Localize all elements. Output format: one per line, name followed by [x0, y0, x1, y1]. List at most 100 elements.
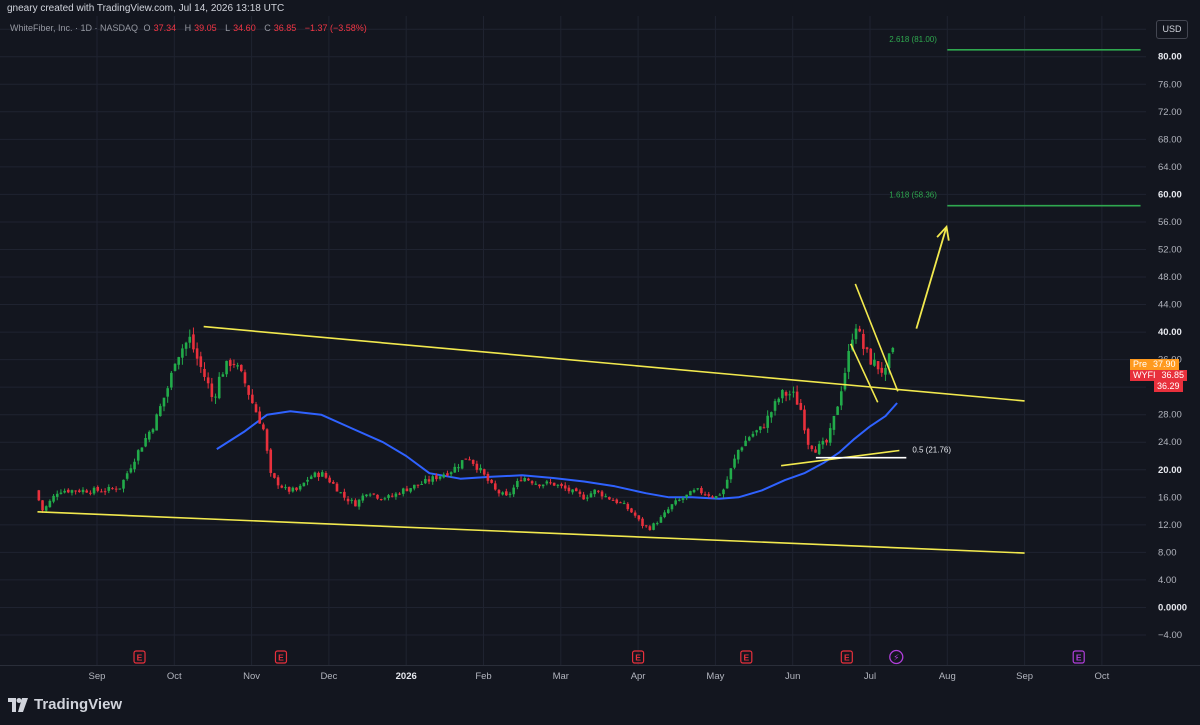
candle-body: [527, 478, 530, 481]
last-price-tag: WYFI 36.85: [1130, 370, 1188, 381]
y-tick-label: 72.00: [1158, 107, 1182, 118]
candle-body: [795, 391, 799, 405]
candle-body: [817, 444, 821, 455]
candle-body: [181, 348, 184, 358]
y-tick-label: 8.00: [1158, 547, 1177, 558]
candle-body: [350, 499, 354, 501]
candle-body: [560, 483, 563, 487]
candle-body: [96, 486, 100, 491]
tradingview-logo[interactable]: TradingView: [8, 696, 122, 713]
candle-body: [604, 496, 608, 498]
candle-body: [376, 494, 379, 499]
currency-button[interactable]: USD: [1156, 20, 1188, 39]
candle-body: [744, 440, 747, 447]
candle-body: [887, 353, 891, 369]
candle-body: [884, 367, 887, 375]
trendline-flag-lower: [849, 343, 879, 403]
y-tick-label: 24.00: [1158, 437, 1182, 448]
candle-body: [505, 491, 508, 496]
pre-value: 37.90: [1153, 359, 1176, 369]
candle-body: [493, 483, 497, 490]
candle-body: [59, 492, 63, 494]
candle-body: [210, 383, 214, 397]
candle-body: [427, 479, 431, 482]
candle-body: [759, 426, 762, 430]
candle-body: [479, 467, 482, 471]
event-label: ⚡: [893, 654, 899, 664]
candle-body: [578, 491, 582, 494]
tradingview-logo-icon: [8, 697, 28, 712]
candle-body: [784, 392, 788, 396]
candle-body: [295, 487, 298, 491]
candle-body: [416, 484, 420, 486]
candle-body: [681, 498, 685, 500]
candle-body: [788, 394, 792, 396]
candle-body: [685, 494, 688, 498]
candle-body: [600, 491, 604, 497]
candle-body: [637, 515, 641, 520]
x-tick-label: Jun: [785, 671, 800, 682]
candle-body: [519, 480, 523, 482]
candle-body: [52, 495, 55, 502]
candle-body: [843, 373, 847, 390]
x-tick-label: Jul: [864, 671, 876, 682]
candle-body: [471, 459, 475, 464]
tradingview-brand: TradingView: [34, 696, 123, 713]
event-label: E: [635, 653, 641, 663]
candle-body: [703, 494, 707, 496]
y-tick-label: 0.0000: [1158, 602, 1187, 613]
candle-body: [291, 487, 295, 492]
y-tick-label: 20.00: [1158, 465, 1182, 476]
candle-body: [339, 492, 342, 494]
candle-body: [670, 504, 674, 510]
y-tick-label: 80.00: [1158, 52, 1182, 63]
candles-layer: [37, 324, 895, 531]
x-tick-label: Oct: [1095, 671, 1110, 682]
candle-body: [155, 414, 158, 431]
x-tick-label: Sep: [1016, 671, 1033, 682]
candle-body: [736, 449, 740, 460]
candle-body: [722, 489, 725, 495]
candle-body: [692, 489, 696, 493]
trendline-flag-upper: [854, 283, 899, 392]
event-label: E: [844, 653, 850, 663]
candle-body: [81, 489, 85, 493]
candle-body: [538, 484, 541, 487]
high-value: 39.05: [194, 23, 217, 33]
y-tick-label: 48.00: [1158, 272, 1182, 283]
candle-body: [412, 484, 416, 489]
candle-body: [512, 487, 515, 495]
candle-body: [556, 484, 560, 486]
candle-body: [571, 489, 574, 493]
candle-body: [63, 490, 66, 493]
earnings-event-icon: [840, 650, 853, 664]
candle-body: [501, 492, 504, 495]
event-label: E: [743, 653, 749, 663]
candle-body: [368, 494, 372, 496]
last-value: 36.85: [1161, 370, 1185, 380]
candle-body: [387, 495, 390, 498]
candle-body: [611, 499, 615, 501]
ohlc-low: L 34.60: [225, 23, 259, 33]
candle-body: [92, 487, 96, 494]
candle-body: [136, 450, 140, 461]
candle-body: [147, 431, 151, 440]
candle-body: [711, 496, 714, 498]
candle-body: [225, 360, 228, 375]
candle-body: [574, 488, 578, 492]
y-tick-label: 12.00: [1158, 520, 1182, 531]
trendline-channel-lower: [37, 510, 1025, 554]
drawings-layer: 2.618 (81.00) 1.618 (58.36) 0.5 (21.76): [37, 35, 1141, 554]
candle-body: [582, 494, 585, 500]
earnings-event-icon: [631, 650, 645, 664]
candle-body: [284, 487, 287, 489]
candle-body: [66, 489, 70, 493]
candle-body: [228, 360, 232, 366]
projection-arrow-shaft: [915, 226, 948, 329]
candle-body: [170, 372, 173, 388]
candle-body: [383, 498, 387, 500]
event-label: E: [1076, 653, 1082, 663]
symbol-title[interactable]: WhiteFiber, Inc. · 1D · NASDAQ: [10, 23, 139, 33]
